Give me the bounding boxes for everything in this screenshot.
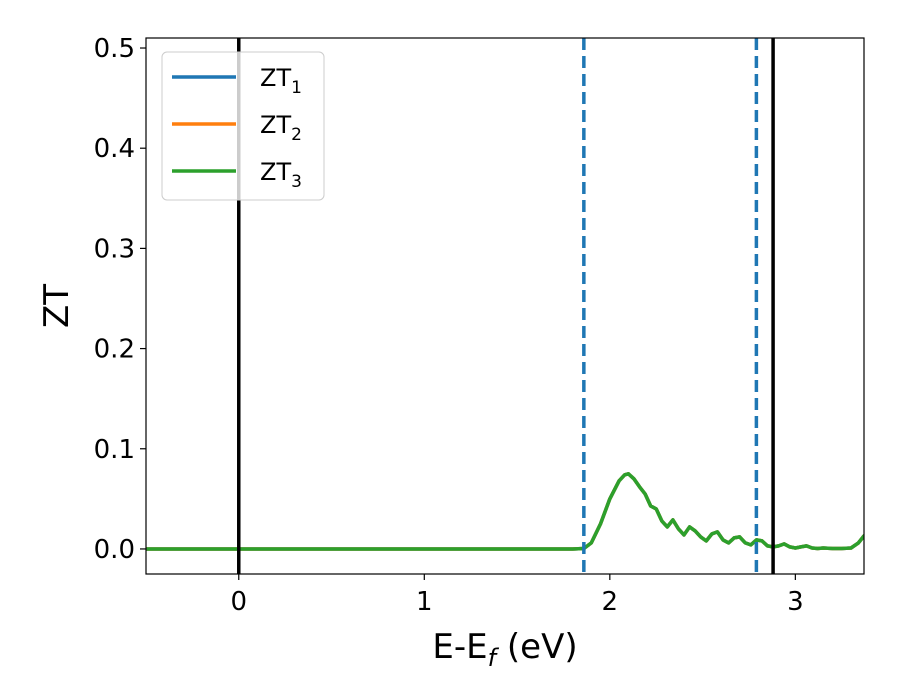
legend-box [161,51,325,201]
x-axis-label: E-Ef (eV) [432,627,577,672]
legend-entries: ZT1 ZT2 ZT3 [172,64,302,192]
x-tick-label: 2 [602,587,619,617]
legend-label-zt3: ZT3 [260,158,302,192]
y-tick-label: 0.1 [94,435,135,465]
y-axis-ticks: 0.0 0.1 0.2 0.3 0.4 0.5 [94,34,146,565]
y-tick-label: 0.4 [94,134,135,164]
legend: ZT1 ZT2 ZT3 [161,51,325,201]
plot-frame [145,37,865,575]
x-axis-ticks: 0 1 2 3 [230,574,804,617]
x-tick-label: 3 [787,587,804,617]
x-tick-label: 0 [230,587,247,617]
x-tick-label: 1 [416,587,433,617]
legend-label-zt1: ZT1 [260,64,302,98]
y-tick-label: 0.0 [94,535,135,565]
y-tick-label: 0.3 [94,234,135,264]
y-tick-label: 0.2 [94,335,135,365]
y-axis-label: ZT [37,284,77,328]
y-tick-label: 0.5 [94,34,135,64]
series-line-zt3 [146,472,864,551]
legend-label-zt2: ZT2 [260,111,302,145]
x-axis-label-unit: (eV) [496,627,578,667]
